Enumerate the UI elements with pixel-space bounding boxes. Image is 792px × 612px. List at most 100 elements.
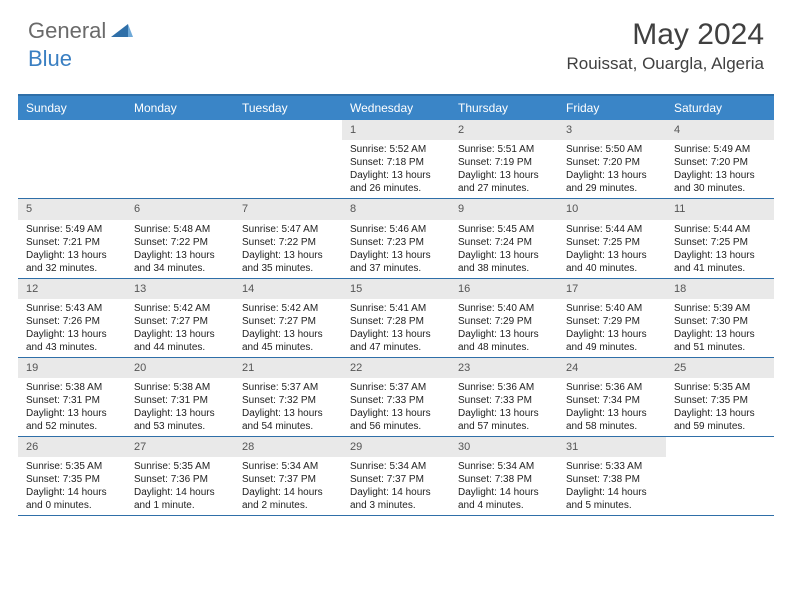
day-number: 16	[450, 279, 558, 299]
day-body: Sunrise: 5:52 AMSunset: 7:18 PMDaylight:…	[342, 140, 450, 198]
day-cell: 27Sunrise: 5:35 AMSunset: 7:36 PMDayligh…	[126, 437, 234, 515]
day-cell	[666, 437, 774, 515]
day-body: Sunrise: 5:34 AMSunset: 7:38 PMDaylight:…	[450, 457, 558, 515]
daylight-line: Daylight: 13 hours and 47 minutes.	[350, 328, 446, 354]
day-cell	[234, 120, 342, 198]
day-cell: 18Sunrise: 5:39 AMSunset: 7:30 PMDayligh…	[666, 279, 774, 357]
daylight-line: Daylight: 13 hours and 59 minutes.	[674, 407, 770, 433]
day-body: Sunrise: 5:49 AMSunset: 7:20 PMDaylight:…	[666, 140, 774, 198]
sunrise-line: Sunrise: 5:39 AM	[674, 302, 770, 315]
week-row: 26Sunrise: 5:35 AMSunset: 7:35 PMDayligh…	[18, 437, 774, 516]
day-cell: 3Sunrise: 5:50 AMSunset: 7:20 PMDaylight…	[558, 120, 666, 198]
sunset-line: Sunset: 7:31 PM	[134, 394, 230, 407]
day-number: 19	[18, 358, 126, 378]
sunrise-line: Sunrise: 5:51 AM	[458, 143, 554, 156]
sunrise-line: Sunrise: 5:45 AM	[458, 223, 554, 236]
day-body: Sunrise: 5:43 AMSunset: 7:26 PMDaylight:…	[18, 299, 126, 357]
sunset-line: Sunset: 7:38 PM	[566, 473, 662, 486]
day-body: Sunrise: 5:36 AMSunset: 7:34 PMDaylight:…	[558, 378, 666, 436]
day-body: Sunrise: 5:38 AMSunset: 7:31 PMDaylight:…	[18, 378, 126, 436]
day-cell	[126, 120, 234, 198]
day-number: 24	[558, 358, 666, 378]
sunrise-line: Sunrise: 5:34 AM	[242, 460, 338, 473]
sunset-line: Sunset: 7:20 PM	[674, 156, 770, 169]
day-number: 21	[234, 358, 342, 378]
day-number: 25	[666, 358, 774, 378]
sunrise-line: Sunrise: 5:42 AM	[242, 302, 338, 315]
day-cell: 7Sunrise: 5:47 AMSunset: 7:22 PMDaylight…	[234, 199, 342, 277]
day-body: Sunrise: 5:49 AMSunset: 7:21 PMDaylight:…	[18, 220, 126, 278]
day-header: Thursday	[450, 96, 558, 120]
sunrise-line: Sunrise: 5:37 AM	[242, 381, 338, 394]
day-body: Sunrise: 5:42 AMSunset: 7:27 PMDaylight:…	[234, 299, 342, 357]
sunset-line: Sunset: 7:27 PM	[242, 315, 338, 328]
sunrise-line: Sunrise: 5:50 AM	[566, 143, 662, 156]
day-number: 26	[18, 437, 126, 457]
daylight-line: Daylight: 13 hours and 38 minutes.	[458, 249, 554, 275]
sunset-line: Sunset: 7:33 PM	[458, 394, 554, 407]
day-cell: 24Sunrise: 5:36 AMSunset: 7:34 PMDayligh…	[558, 358, 666, 436]
sunset-line: Sunset: 7:19 PM	[458, 156, 554, 169]
day-cell: 16Sunrise: 5:40 AMSunset: 7:29 PMDayligh…	[450, 279, 558, 357]
daylight-line: Daylight: 13 hours and 37 minutes.	[350, 249, 446, 275]
sunset-line: Sunset: 7:26 PM	[26, 315, 122, 328]
day-cell: 13Sunrise: 5:42 AMSunset: 7:27 PMDayligh…	[126, 279, 234, 357]
sunset-line: Sunset: 7:20 PM	[566, 156, 662, 169]
sunrise-line: Sunrise: 5:34 AM	[458, 460, 554, 473]
day-number: 17	[558, 279, 666, 299]
sunrise-line: Sunrise: 5:42 AM	[134, 302, 230, 315]
daylight-line: Daylight: 13 hours and 49 minutes.	[566, 328, 662, 354]
day-number: 18	[666, 279, 774, 299]
day-cell: 2Sunrise: 5:51 AMSunset: 7:19 PMDaylight…	[450, 120, 558, 198]
sunrise-line: Sunrise: 5:38 AM	[26, 381, 122, 394]
daylight-line: Daylight: 14 hours and 2 minutes.	[242, 486, 338, 512]
day-number: 5	[18, 199, 126, 219]
day-body: Sunrise: 5:45 AMSunset: 7:24 PMDaylight:…	[450, 220, 558, 278]
day-number: 8	[342, 199, 450, 219]
sunrise-line: Sunrise: 5:47 AM	[242, 223, 338, 236]
sunrise-line: Sunrise: 5:44 AM	[674, 223, 770, 236]
title-block: May 2024 Rouissat, Ouargla, Algeria	[567, 18, 765, 74]
day-cell: 20Sunrise: 5:38 AMSunset: 7:31 PMDayligh…	[126, 358, 234, 436]
sunset-line: Sunset: 7:38 PM	[458, 473, 554, 486]
day-number: 7	[234, 199, 342, 219]
day-number: 13	[126, 279, 234, 299]
sunrise-line: Sunrise: 5:44 AM	[566, 223, 662, 236]
day-header: Monday	[126, 96, 234, 120]
day-header: Saturday	[666, 96, 774, 120]
daylight-line: Daylight: 13 hours and 58 minutes.	[566, 407, 662, 433]
day-body: Sunrise: 5:46 AMSunset: 7:23 PMDaylight:…	[342, 220, 450, 278]
day-cell: 22Sunrise: 5:37 AMSunset: 7:33 PMDayligh…	[342, 358, 450, 436]
day-cell: 31Sunrise: 5:33 AMSunset: 7:38 PMDayligh…	[558, 437, 666, 515]
location-text: Rouissat, Ouargla, Algeria	[567, 54, 765, 74]
day-number: 14	[234, 279, 342, 299]
day-body: Sunrise: 5:35 AMSunset: 7:36 PMDaylight:…	[126, 457, 234, 515]
sunset-line: Sunset: 7:37 PM	[350, 473, 446, 486]
month-title: May 2024	[567, 18, 765, 52]
day-number: 10	[558, 199, 666, 219]
day-body: Sunrise: 5:34 AMSunset: 7:37 PMDaylight:…	[342, 457, 450, 515]
logo-text-blue: Blue	[28, 46, 72, 71]
day-cell: 23Sunrise: 5:36 AMSunset: 7:33 PMDayligh…	[450, 358, 558, 436]
sunrise-line: Sunrise: 5:36 AM	[566, 381, 662, 394]
day-body: Sunrise: 5:39 AMSunset: 7:30 PMDaylight:…	[666, 299, 774, 357]
sunset-line: Sunset: 7:31 PM	[26, 394, 122, 407]
daylight-line: Daylight: 13 hours and 53 minutes.	[134, 407, 230, 433]
day-cell: 15Sunrise: 5:41 AMSunset: 7:28 PMDayligh…	[342, 279, 450, 357]
day-cell: 12Sunrise: 5:43 AMSunset: 7:26 PMDayligh…	[18, 279, 126, 357]
sunset-line: Sunset: 7:35 PM	[26, 473, 122, 486]
daylight-line: Daylight: 13 hours and 45 minutes.	[242, 328, 338, 354]
day-number: 30	[450, 437, 558, 457]
daylight-line: Daylight: 13 hours and 44 minutes.	[134, 328, 230, 354]
day-number: 11	[666, 199, 774, 219]
daylight-line: Daylight: 13 hours and 48 minutes.	[458, 328, 554, 354]
day-cell: 11Sunrise: 5:44 AMSunset: 7:25 PMDayligh…	[666, 199, 774, 277]
week-row: 19Sunrise: 5:38 AMSunset: 7:31 PMDayligh…	[18, 358, 774, 437]
sunset-line: Sunset: 7:25 PM	[674, 236, 770, 249]
daylight-line: Daylight: 13 hours and 43 minutes.	[26, 328, 122, 354]
day-body: Sunrise: 5:44 AMSunset: 7:25 PMDaylight:…	[666, 220, 774, 278]
sunset-line: Sunset: 7:29 PM	[458, 315, 554, 328]
day-cell: 17Sunrise: 5:40 AMSunset: 7:29 PMDayligh…	[558, 279, 666, 357]
day-number: 22	[342, 358, 450, 378]
daylight-line: Daylight: 13 hours and 51 minutes.	[674, 328, 770, 354]
